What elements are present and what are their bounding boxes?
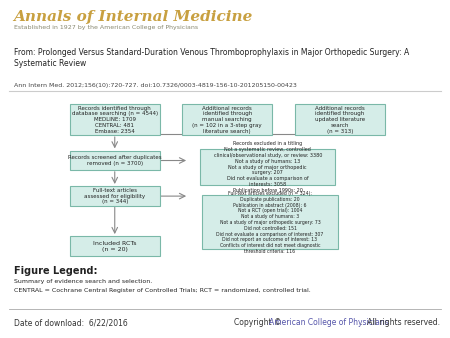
FancyBboxPatch shape xyxy=(200,149,335,185)
Text: Included RCTs
(n = 20): Included RCTs (n = 20) xyxy=(93,241,136,251)
Text: Copyright ©: Copyright © xyxy=(234,318,284,327)
Text: Established in 1927 by the American College of Physicians: Established in 1927 by the American Coll… xyxy=(14,25,198,30)
Text: CENTRAL = Cochrane Central Register of Controlled Trials; RCT = randomized, cont: CENTRAL = Cochrane Central Register of C… xyxy=(14,288,310,293)
Text: Records identified through
database searching (n = 4544)
MEDLINE: 1709
CENTRAL: : Records identified through database sear… xyxy=(72,105,158,134)
Text: Summary of evidence search and selection.: Summary of evidence search and selection… xyxy=(14,279,152,284)
Text: .  All rights reserved.: . All rights reserved. xyxy=(360,318,440,327)
Text: Records excluded in a titling
Not a systematic review, controlled
clinical/obser: Records excluded in a titling Not a syst… xyxy=(214,141,322,193)
FancyBboxPatch shape xyxy=(70,186,160,206)
Text: Annals of Internal Medicine: Annals of Internal Medicine xyxy=(14,10,253,24)
Text: Full-text articles
assessed for eligibility
(n = 344): Full-text articles assessed for eligibil… xyxy=(84,188,145,204)
Text: Additional records
identified through
updated literature
search
(n = 313): Additional records identified through up… xyxy=(315,105,365,134)
FancyBboxPatch shape xyxy=(70,236,160,256)
FancyBboxPatch shape xyxy=(182,104,272,135)
Text: Date of download:  6/22/2016: Date of download: 6/22/2016 xyxy=(14,318,127,327)
Text: Additional records
identified through
manual searching
(n = 102 in a 3-step gray: Additional records identified through ma… xyxy=(193,105,262,134)
Text: Records screened after duplicates
removed (n = 3700): Records screened after duplicates remove… xyxy=(68,155,162,166)
Text: From: Prolonged Versus Standard-Duration Venous Thromboprophylaxis in Major Orth: From: Prolonged Versus Standard-Duration… xyxy=(14,48,409,68)
Text: Full-text articles excluded (n = 324):
Duplicate publications: 20
Publication in: Full-text articles excluded (n = 324): D… xyxy=(216,191,324,254)
FancyBboxPatch shape xyxy=(70,151,160,170)
FancyBboxPatch shape xyxy=(70,104,160,135)
Text: American College of Physicians: American College of Physicians xyxy=(269,318,389,327)
Text: Figure Legend:: Figure Legend: xyxy=(14,266,97,276)
FancyBboxPatch shape xyxy=(202,195,338,249)
FancyBboxPatch shape xyxy=(295,104,385,135)
Text: Ann Intern Med. 2012;156(10):720-727. doi:10.7326/0003-4819-156-10-201205150-004: Ann Intern Med. 2012;156(10):720-727. do… xyxy=(14,83,297,88)
